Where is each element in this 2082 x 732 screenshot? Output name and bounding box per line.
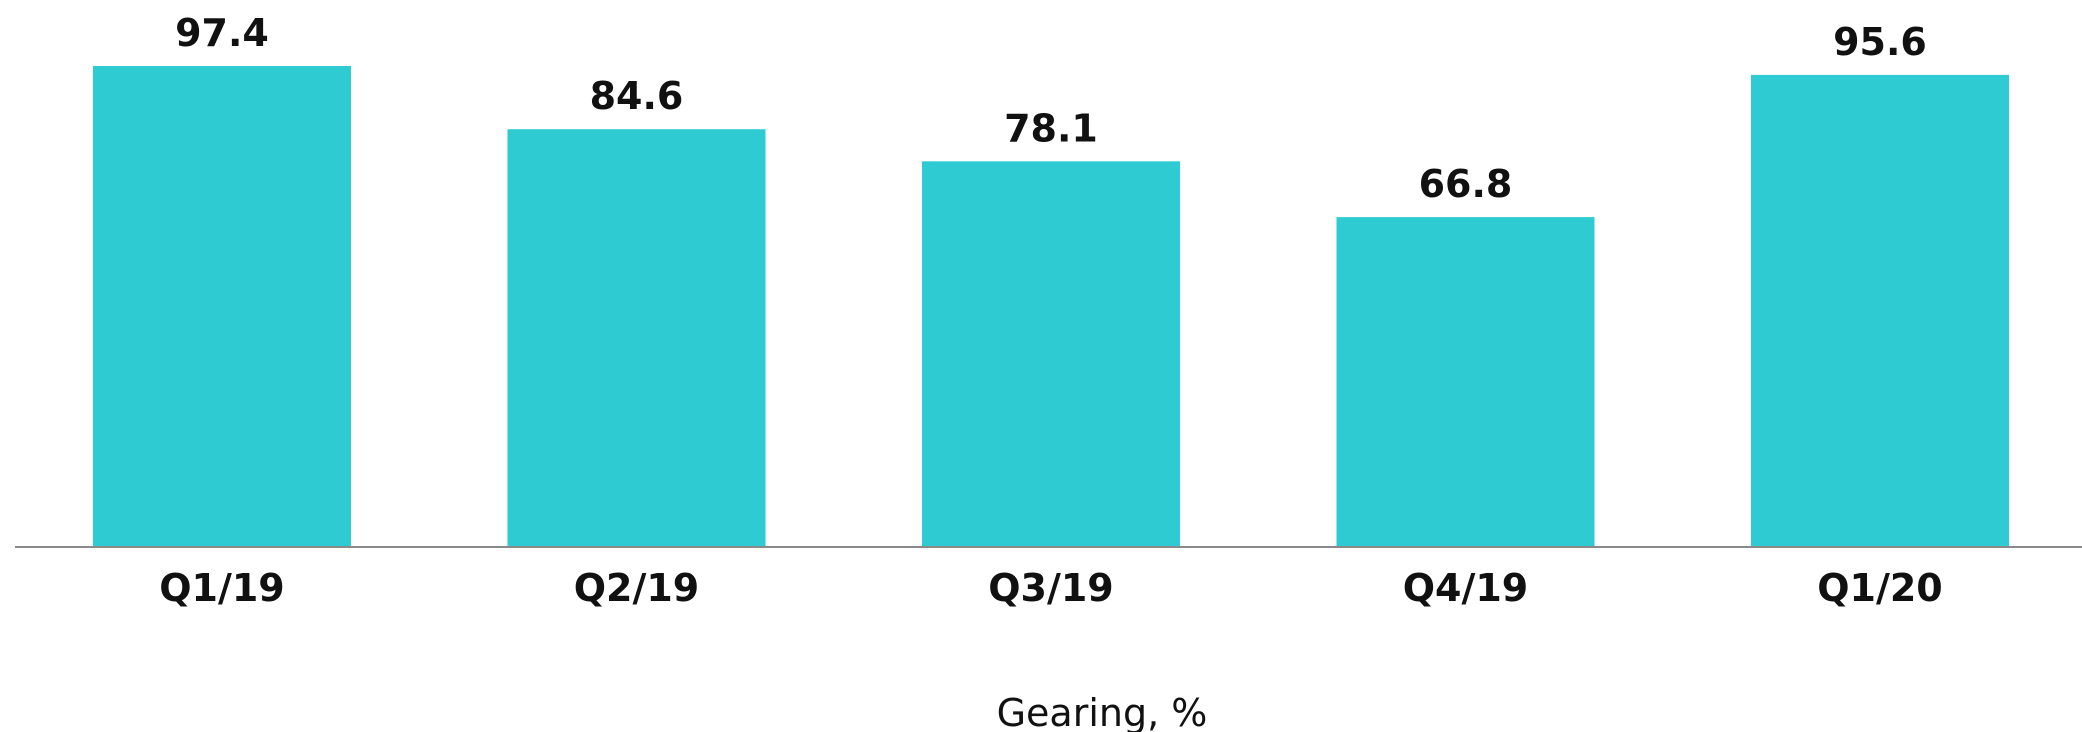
bar-q1-20 <box>1751 74 2009 548</box>
category-labels-group: Q1/19 Q2/19 Q3/19 Q4/19 Q1/20 <box>159 566 1943 610</box>
bar-q1-19 <box>93 66 351 547</box>
value-labels-group: 97.4 84.6 78.1 66.8 95.6 <box>175 11 1927 206</box>
category-label-q4-19: Q4/19 <box>1403 566 1529 610</box>
value-label-q4-19: 66.8 <box>1419 162 1513 206</box>
value-label-q3-19: 78.1 <box>1004 106 1098 150</box>
bar-q4-19 <box>1336 217 1595 547</box>
category-label-q1-20: Q1/20 <box>1817 566 1943 610</box>
value-label-q1-19: 97.4 <box>175 11 269 55</box>
value-label-q1-20: 95.6 <box>1833 20 1927 64</box>
bar-q2-19 <box>507 129 766 548</box>
bar-q3-19 <box>922 161 1180 547</box>
value-label-q2-19: 84.6 <box>590 74 684 118</box>
x-axis-title: Gearing, % <box>997 691 1208 732</box>
bars-group <box>93 66 2009 548</box>
category-label-q3-19: Q3/19 <box>988 566 1114 610</box>
category-label-q1-19: Q1/19 <box>159 566 285 610</box>
category-label-q2-19: Q2/19 <box>574 566 700 610</box>
